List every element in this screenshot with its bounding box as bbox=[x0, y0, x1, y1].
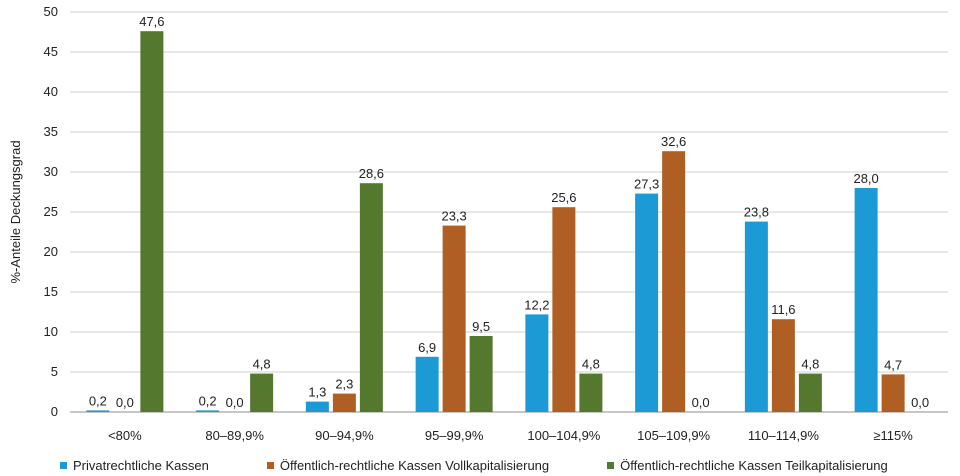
bar-series-1 bbox=[196, 410, 220, 412]
data-label: 0,0 bbox=[911, 395, 929, 410]
bar-series-1 bbox=[744, 221, 768, 412]
data-label: 0,0 bbox=[692, 395, 710, 410]
data-label: 0,0 bbox=[226, 395, 244, 410]
legend-label: Öffentlich-rechtliche Kassen Vollkapital… bbox=[279, 457, 550, 473]
data-label: 2,3 bbox=[335, 377, 353, 392]
legend: Privatrechtliche Kassen Öffentlich-recht… bbox=[60, 455, 960, 475]
bar-series-2 bbox=[332, 393, 356, 412]
legend-label: Privatrechtliche Kassen bbox=[73, 457, 209, 473]
data-label: 32,6 bbox=[661, 134, 686, 149]
x-tick-label: 100–104,9% bbox=[527, 428, 600, 443]
y-tick-label: 25 bbox=[44, 204, 58, 219]
grid-lines bbox=[70, 11, 948, 413]
x-tick-label: <80% bbox=[108, 428, 142, 443]
bar-series-1 bbox=[854, 188, 878, 412]
bar-series-1 bbox=[525, 314, 549, 412]
y-tick-label: 30 bbox=[44, 164, 58, 179]
data-label: 4,8 bbox=[801, 357, 819, 372]
legend-swatch bbox=[60, 461, 67, 469]
x-axis-ticks: <80% 80–89,9% 90–94,9% 95–99,9% 100–104,9% 10… bbox=[108, 428, 913, 443]
y-tick-label: 10 bbox=[44, 324, 58, 339]
bar-series-1 bbox=[305, 401, 329, 412]
x-tick-label: 80–89,9% bbox=[205, 428, 264, 443]
data-label: 4,8 bbox=[253, 357, 271, 372]
bar-series-1 bbox=[415, 356, 439, 412]
data-label: 6,9 bbox=[418, 340, 436, 355]
data-label: 12,2 bbox=[524, 297, 549, 312]
bar-series-1 bbox=[635, 193, 659, 412]
data-label: 27,3 bbox=[634, 177, 659, 192]
data-labels: 0,2 0,0 47,6 0,2 0,0 4,8 1,3 2,3 28,6 6,9 23,3 9,5 1… bbox=[89, 14, 929, 410]
bar-series-2 bbox=[771, 319, 795, 412]
bar-series-3 bbox=[140, 31, 164, 412]
y-tick-label: 40 bbox=[44, 84, 58, 99]
data-label: 47,6 bbox=[139, 14, 164, 29]
bar-series-3 bbox=[359, 183, 383, 412]
bar-series-2 bbox=[442, 225, 466, 412]
bar-series-3 bbox=[469, 336, 493, 412]
legend-item-teilkapitalisierung: Öffentlich-rechtliche Kassen Teilkapital… bbox=[607, 458, 888, 473]
bar-series-2 bbox=[662, 151, 686, 412]
y-axis-ticks: 0 5 10 15 20 25 30 35 40 45 50 bbox=[44, 4, 58, 419]
data-label: 4,8 bbox=[582, 357, 600, 372]
bar-series-2 bbox=[552, 207, 576, 412]
legend-item-privatrechtliche: Privatrechtliche Kassen bbox=[60, 458, 209, 473]
data-label: 0,2 bbox=[199, 393, 217, 408]
bar-series-1 bbox=[86, 410, 110, 412]
data-label: 28,6 bbox=[359, 166, 384, 181]
data-label: 28,0 bbox=[853, 171, 878, 186]
data-label: 0,0 bbox=[116, 395, 134, 410]
y-tick-label: 35 bbox=[44, 124, 58, 139]
y-axis-title: %-Anteile Deckungsgrad bbox=[8, 140, 23, 283]
legend-swatch bbox=[607, 461, 615, 469]
bar-series-3 bbox=[579, 373, 603, 412]
bar-series-3 bbox=[798, 373, 822, 412]
data-label: 9,5 bbox=[472, 319, 490, 334]
x-tick-label: 105–109,9% bbox=[637, 428, 710, 443]
bar-series-3 bbox=[250, 373, 274, 412]
data-label: 4,7 bbox=[884, 357, 902, 372]
legend-label: Öffentlich-rechtliche Kassen Teilkapital… bbox=[620, 457, 888, 473]
data-label: 1,3 bbox=[308, 385, 326, 400]
legend-item-vollkapitalisierung: Öffentlich-rechtliche Kassen Vollkapital… bbox=[266, 457, 550, 473]
y-tick-label: 20 bbox=[44, 244, 58, 259]
data-label: 23,8 bbox=[744, 205, 769, 220]
bar-series-2 bbox=[881, 374, 905, 412]
data-label: 0,2 bbox=[89, 393, 107, 408]
legend-swatch bbox=[266, 461, 274, 469]
data-label: 23,3 bbox=[441, 209, 466, 224]
x-tick-label: ≥115% bbox=[873, 428, 913, 443]
data-label: 25,6 bbox=[551, 190, 576, 205]
x-tick-label: 110–114,9% bbox=[748, 428, 820, 443]
y-tick-label: 45 bbox=[44, 44, 58, 59]
bars bbox=[86, 31, 905, 412]
x-tick-label: 95–99,9% bbox=[425, 428, 484, 443]
y-tick-label: 5 bbox=[51, 364, 58, 379]
y-tick-label: 50 bbox=[44, 4, 58, 19]
y-tick-label: 15 bbox=[44, 284, 58, 299]
data-label: 11,6 bbox=[771, 302, 795, 317]
x-tick-label: 90–94,9% bbox=[315, 428, 374, 443]
y-tick-label: 0 bbox=[51, 404, 58, 419]
